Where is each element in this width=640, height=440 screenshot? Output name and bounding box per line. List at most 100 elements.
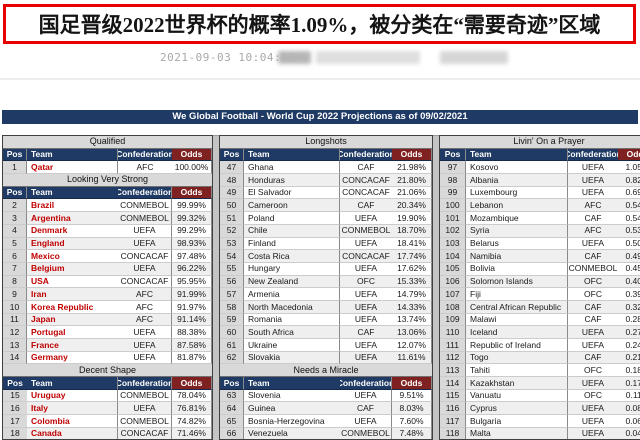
pos-cell: 113 — [440, 364, 466, 378]
team-cell: Kazakhstan — [466, 377, 568, 390]
column-header-team: Team — [466, 148, 568, 162]
confederation-cell: CONCACAF — [118, 427, 172, 439]
confederation-cell: UEFA — [340, 237, 392, 251]
pos-cell: 18 — [3, 427, 27, 439]
team-cell: Uruguay — [27, 389, 118, 403]
odds-cell: 78.04% — [172, 389, 212, 403]
team-cell: Belarus — [466, 237, 568, 251]
pos-cell: 54 — [220, 250, 244, 263]
team-cell: Vanuatu — [466, 389, 568, 403]
column-header-pos: Pos — [3, 148, 27, 162]
pos-cell: 13 — [3, 339, 27, 352]
team-cell: Mozambique — [466, 212, 568, 225]
confederation-cell: UEFA — [118, 402, 172, 416]
pos-cell: 65 — [220, 415, 244, 428]
odds-cell: 0.45% — [618, 262, 640, 276]
pos-cell: 115 — [440, 389, 466, 403]
confederation-cell: UEFA — [568, 402, 618, 416]
censored-source-block — [316, 51, 420, 64]
team-cell: El Salvador — [244, 186, 340, 200]
odds-cell: 74.82% — [172, 415, 212, 428]
odds-cell: 18.70% — [392, 224, 432, 238]
block-gutter — [433, 135, 439, 440]
confederation-cell: UEFA — [568, 174, 618, 187]
table-block: Livin' On a PrayerPosTeamConfederationOd… — [439, 135, 640, 440]
confederation-cell: AFC — [118, 161, 172, 175]
column-header-pos: Pos — [220, 377, 244, 390]
pos-cell: 98 — [440, 174, 466, 187]
team-cell: Korea Republic — [27, 300, 118, 314]
column-header-confederation: Confederation — [568, 148, 618, 162]
column-header-pos: Pos — [220, 148, 244, 162]
team-cell: New Zealand — [244, 275, 340, 289]
column-header-odds: Odds — [392, 377, 432, 390]
odds-cell: 14.33% — [392, 300, 432, 314]
pos-cell: 52 — [220, 224, 244, 238]
pos-cell: 103 — [440, 237, 466, 251]
odds-cell: 21.80% — [392, 174, 432, 187]
odds-cell: 99.29% — [172, 224, 212, 238]
confederation-cell: CONMEBOL — [118, 415, 172, 428]
confederation-cell: AFC — [118, 300, 172, 314]
column-header-team: Team — [244, 377, 340, 390]
confederation-cell: CAF — [340, 402, 392, 416]
confederation-cell: OFC — [568, 288, 618, 301]
odds-cell: 71.46% — [172, 427, 212, 439]
team-cell: Bulgaria — [466, 415, 568, 428]
confederation-cell: CONMEBOL — [118, 389, 172, 403]
section-title: Looking Very Strong — [3, 174, 212, 187]
column-header-pos: Pos — [440, 148, 466, 162]
odds-cell: 12.07% — [392, 339, 432, 352]
column-header-odds: Odds — [392, 148, 432, 162]
pos-cell: 107 — [440, 288, 466, 301]
pos-cell: 110 — [440, 326, 466, 339]
pos-cell: 60 — [220, 326, 244, 339]
article-title: 国足晋级2022世界杯的概率1.09%，被分类在“需要奇迹”区域 — [38, 13, 601, 37]
odds-cell: 21.98% — [392, 161, 432, 175]
confederation-cell: UEFA — [118, 351, 172, 365]
odds-cell: 0.24% — [618, 339, 640, 352]
pos-cell: 14 — [3, 351, 27, 365]
team-cell: Colombia — [27, 415, 118, 428]
confederation-cell: CONMEBOL — [340, 224, 392, 238]
confederation-cell: OFC — [568, 275, 618, 289]
odds-cell: 8.03% — [392, 402, 432, 416]
confederation-cell: UEFA — [568, 186, 618, 200]
team-cell: Japan — [27, 313, 118, 327]
confederation-cell: CONMEBOL — [118, 199, 172, 213]
odds-cell: 87.58% — [172, 339, 212, 352]
pos-cell: 4 — [3, 224, 27, 238]
column-header-confederation: Confederation — [340, 148, 392, 162]
confederation-cell: UEFA — [118, 237, 172, 251]
column-header-odds: Odds — [172, 186, 212, 200]
team-cell: Slovenia — [244, 389, 340, 403]
confederation-cell: AFC — [568, 199, 618, 213]
team-cell: Ukraine — [244, 339, 340, 352]
pos-cell: 3 — [3, 212, 27, 225]
pos-cell: 111 — [440, 339, 466, 352]
team-cell: Germany — [27, 351, 118, 365]
table-block: Qualified Pos Team Confederation Odds 1 Qatar A… — [2, 135, 213, 440]
odds-cell: 0.27% — [618, 326, 640, 339]
odds-cell: 0.08% — [618, 402, 640, 416]
confederation-cell: UEFA — [118, 224, 172, 238]
section-title: Needs a Miracle — [220, 364, 432, 378]
confederation-cell: CAF — [568, 351, 618, 365]
team-cell: Luxembourg — [466, 186, 568, 200]
confederation-cell: UEFA — [340, 212, 392, 225]
column-header-odds: Odds — [618, 148, 640, 162]
odds-cell: 13.74% — [392, 313, 432, 327]
team-cell: Cyprus — [466, 402, 568, 416]
odds-cell: 15.33% — [392, 275, 432, 289]
confederation-cell: UEFA — [568, 415, 618, 428]
odds-cell: 9.51% — [392, 389, 432, 403]
pos-cell: 104 — [440, 250, 466, 263]
pos-cell: 109 — [440, 313, 466, 327]
column-header-confederation: Confederation — [118, 377, 172, 390]
pos-cell: 9 — [3, 288, 27, 301]
censored-source-block — [440, 51, 508, 64]
team-cell: Republic of Ireland — [466, 339, 568, 352]
odds-cell: 0.18% — [618, 364, 640, 378]
pos-cell: 50 — [220, 199, 244, 213]
